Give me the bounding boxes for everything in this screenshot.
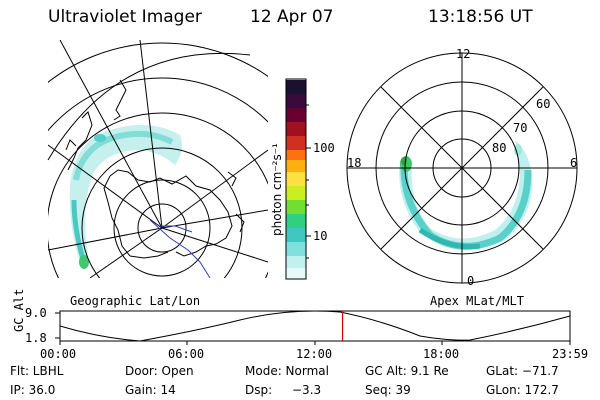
date-label: 12 Apr 07 [250,7,334,27]
altitude-timeline [55,310,571,345]
door-info: Door: Open [125,364,194,378]
timeline-xtick-0600: 06:00 [168,347,205,361]
mlat-label-80: 80 [492,141,507,155]
mlt-label-12: 12 [456,47,471,61]
time-label: 13:18:56 UT [428,7,533,27]
polar-plot [346,52,578,284]
colorbar-gradient [286,80,306,279]
timeline-ytick-9: 9.0 [25,306,47,320]
gain-info: Gain: 14 [125,383,176,397]
gc-alt-info: GC Alt: 9.1 Re [365,364,449,378]
timeline-ytick-1-8: 1.8 [25,331,47,345]
mlat-label-70: 70 [513,121,528,135]
polar-aurora-emission [399,140,533,250]
glon-info: GLon: 172.7 [486,383,559,397]
earth-horizon [47,52,251,161]
coastlines [65,79,245,259]
timeline-axis-label: GC Alt [12,288,26,332]
mlat-label-60: 60 [536,97,551,111]
seq-info: Seq: 39 [365,383,411,397]
dsp-value: −3.3 [292,383,322,397]
timeline-xtick-1800: 18:00 [423,347,460,361]
geographic-panel-label: Geographic Lat/Lon [70,294,201,308]
timeline-xtick-2359: 23:59 [552,347,589,361]
geographic-map [48,40,268,278]
geo-aurora-emission [69,125,183,269]
polar-panel-label: Apex MLat/MLT [430,294,524,308]
instrument-title: Ultraviolet Imager [48,7,202,27]
mlt-label-0: 0 [467,274,475,288]
magnetic-meridian [149,219,211,278]
mlt-label-18: 18 [347,156,362,170]
mode-info: Mode: Normal [245,364,329,378]
colorbar-unit-label: photon cm⁻²s⁻¹ [270,143,284,236]
timeline-xtick-1200: 12:00 [296,347,333,361]
dsp-label: Dsp: [245,383,273,397]
colorbar-tick-10: 10 [313,229,328,243]
colorbar-tick-100: 100 [313,141,335,155]
ip-info: IP: 36.0 [10,383,56,397]
glat-info: GLat: −71.7 [486,364,559,378]
colorbar [285,78,311,280]
mlt-label-6: 6 [570,156,578,170]
filter-info: Flt: LBHL [10,364,64,378]
timeline-xtick-0000: 00:00 [40,347,77,361]
